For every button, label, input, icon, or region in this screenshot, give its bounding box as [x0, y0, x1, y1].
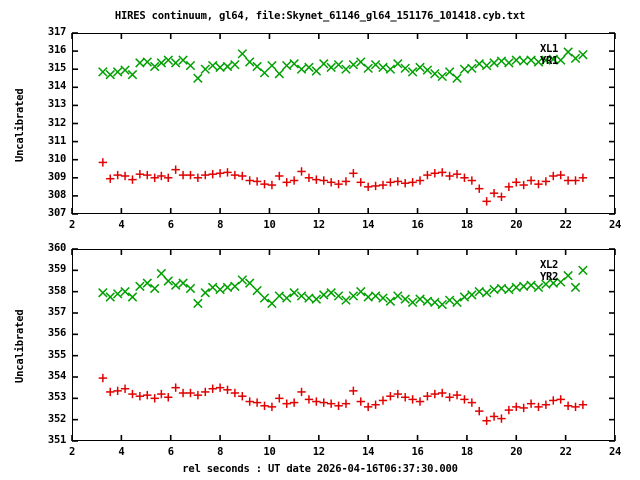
- y-axis-tick-label: 316: [47, 44, 66, 57]
- y-axis-tick-label: 352: [47, 412, 66, 425]
- legend-label-YR2: YR2: [540, 271, 559, 283]
- y-axis-tick-label: 359: [47, 263, 66, 276]
- y-axis-tick-label: 314: [47, 80, 66, 93]
- series-XL1: [98, 47, 588, 83]
- y-axis-tick-label: 308: [47, 188, 66, 201]
- x-axis-tick-label: 2: [68, 219, 76, 231]
- x-axis-tick-label: 16: [411, 219, 424, 231]
- y-axis-tick-label: 307: [47, 207, 66, 219]
- x-axis-tick-label: 22: [559, 219, 572, 231]
- series-YR2: [98, 373, 588, 425]
- x-axis-tick-label: 24: [608, 219, 622, 231]
- x-axis-tick-label: 6: [167, 446, 174, 458]
- series-XL2: [98, 265, 588, 310]
- x-axis-tick-label: 4: [118, 219, 125, 231]
- legend-label-YR1: YR1: [540, 55, 559, 67]
- y-axis-tick-label: 354: [47, 370, 66, 382]
- page-title: HIRES continuum, gl64, file:Skynet_61146…: [114, 10, 526, 22]
- y-axis-tick-label: 315: [47, 62, 66, 75]
- x-axis-tick-label: 4: [118, 446, 125, 458]
- legend-label-XL1: XL1: [540, 43, 559, 55]
- series-YR1: [98, 158, 588, 206]
- x-axis-tick-label: 10: [263, 446, 276, 458]
- x-axis-tick-label: 20: [510, 446, 523, 458]
- y-axis-tick-label: 313: [47, 98, 66, 111]
- x-axis-tick-label: 22: [559, 446, 572, 458]
- x-axis-tick-label: 14: [362, 219, 375, 231]
- x-axis-tick-label: 8: [217, 219, 224, 231]
- x-axis-tick-label: 18: [460, 446, 473, 458]
- x-axis-tick-label: 12: [312, 219, 325, 231]
- y-axis-tick-label: 355: [47, 348, 66, 361]
- y-axis-tick-label: 358: [47, 284, 66, 297]
- x-axis-tick-label: 18: [460, 219, 473, 231]
- y-axis-tick-label: 310: [47, 152, 66, 165]
- y-axis-tick-label: 357: [47, 306, 66, 318]
- x-axis-tick-label: 16: [411, 446, 424, 458]
- x-axis-tick-label: 24: [608, 446, 622, 458]
- x-axis-tick-label: 20: [510, 219, 523, 231]
- x-axis-tick-label: 8: [217, 446, 224, 458]
- y-axis-tick-label: 312: [47, 116, 66, 129]
- y-axis-tick-label: 360: [47, 242, 66, 254]
- x-axis-tick-label: 14: [362, 446, 375, 458]
- y-axis-tick-label: 351: [47, 434, 66, 446]
- y-axis-tick-label: 356: [47, 327, 66, 340]
- x-axis-tick-label: 2: [68, 446, 76, 458]
- x-axis-tick-label: 6: [167, 219, 174, 231]
- x-axis-label: rel seconds : UT date 2026-04-16T06:37:3…: [182, 463, 458, 475]
- bottom-panel-frame: [72, 249, 615, 441]
- y-axis-tick-label: 311: [47, 134, 66, 147]
- x-axis-tick-label: 10: [263, 219, 276, 231]
- y-axis-tick-label: 317: [47, 26, 66, 38]
- x-axis-tick-label: 12: [312, 446, 325, 458]
- y-axis-tick-label: 353: [47, 391, 66, 404]
- y-axis-tick-label: 309: [47, 170, 66, 183]
- legend-label-XL2: XL2: [540, 259, 559, 271]
